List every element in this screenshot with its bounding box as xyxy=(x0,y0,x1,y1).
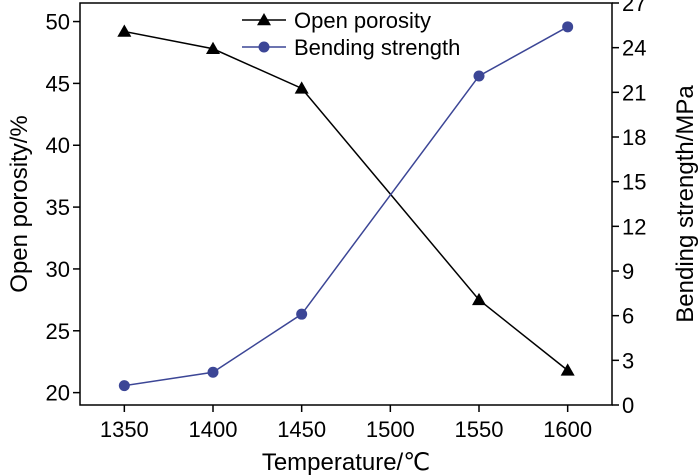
left-y-tick-label: 20 xyxy=(46,381,70,406)
bending-strength-point xyxy=(562,21,574,33)
left-y-tick-label: 50 xyxy=(46,10,70,35)
left-y-axis: 20 25 30 35 40 45 50 xyxy=(46,10,80,406)
right-y-tick-label: 6 xyxy=(622,304,634,329)
bending-strength-point xyxy=(473,70,485,82)
bending-strength-point xyxy=(296,308,308,320)
legend-marker-open-porosity xyxy=(257,13,271,26)
right-y-tick-label: 3 xyxy=(622,348,634,373)
plot-frame xyxy=(79,2,613,406)
right-y-tick-label: 0 xyxy=(622,393,634,418)
x-tick-label: 1600 xyxy=(543,417,592,442)
open-porosity-point xyxy=(472,292,486,306)
right-y-tick-label: 24 xyxy=(622,36,646,61)
left-y-tick-label: 45 xyxy=(46,71,70,96)
right-y-tick-label: 15 xyxy=(622,170,646,195)
right-y-axis-title: Bending strength/MPa xyxy=(672,85,699,323)
open-porosity-line xyxy=(124,30,569,371)
bending-strength-point xyxy=(118,380,130,392)
x-tick-label: 1450 xyxy=(277,417,326,442)
legend-label-open-porosity: Open porosity xyxy=(294,8,431,33)
left-y-tick-label: 30 xyxy=(46,257,70,282)
x-axis: 1350 1400 1450 1500 1550 1600 xyxy=(100,405,592,442)
right-y-tick-label: 9 xyxy=(622,259,634,284)
right-y-axis: 0 3 6 9 12 15 18 21 24 27 xyxy=(612,0,646,418)
left-y-tick-label: 35 xyxy=(46,195,70,220)
x-tick-label: 1550 xyxy=(455,417,504,442)
left-y-tick-label: 40 xyxy=(46,133,70,158)
x-tick-label: 1500 xyxy=(366,417,415,442)
bending-strength-point xyxy=(207,366,219,378)
left-y-tick-label: 25 xyxy=(46,319,70,344)
legend-marker-bending-strength xyxy=(258,41,270,53)
x-tick-label: 1350 xyxy=(100,417,149,442)
open-porosity-point xyxy=(206,41,220,55)
right-y-tick-label: 12 xyxy=(622,214,646,239)
right-y-tick-label: 27 xyxy=(622,0,646,16)
bending-strength-line xyxy=(124,26,569,387)
left-y-axis-title: Open porosity/% xyxy=(6,115,33,292)
right-y-tick-label: 18 xyxy=(622,125,646,150)
series-layer xyxy=(117,21,575,392)
open-porosity-point xyxy=(117,24,132,37)
x-axis-title: Temperature/℃ xyxy=(262,449,430,476)
legend-label-bending-strength: Bending strength xyxy=(294,35,460,60)
x-tick-label: 1400 xyxy=(189,417,238,442)
right-y-tick-label: 21 xyxy=(622,80,646,105)
open-porosity-point xyxy=(560,363,575,376)
open-porosity-point xyxy=(294,81,309,94)
